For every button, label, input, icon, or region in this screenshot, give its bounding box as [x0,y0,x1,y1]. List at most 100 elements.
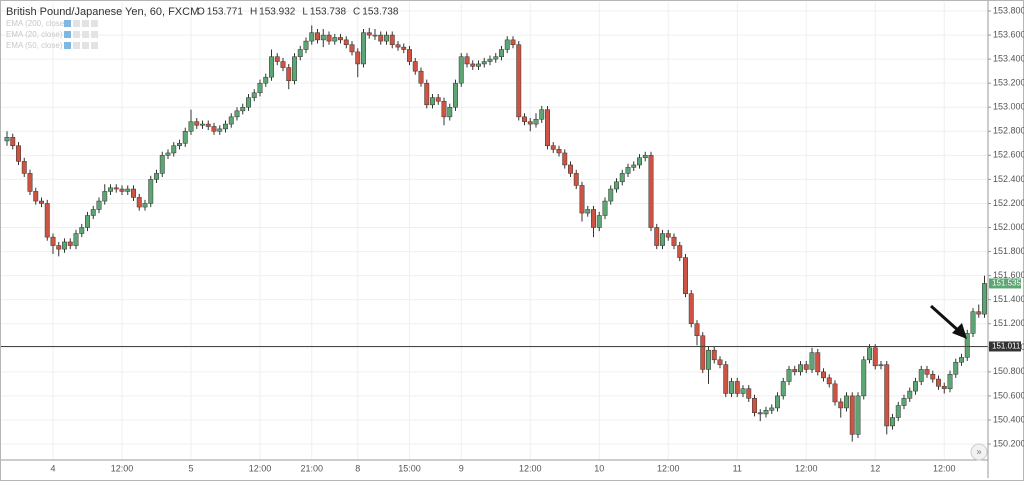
candle-body [723,364,729,394]
header-ohlc: O 153.771 H 153.932 L 153.738 C 153.738 [197,7,399,18]
candle-body [821,371,826,379]
candle-body [867,347,872,361]
candle-body [683,257,688,294]
candle-body [918,369,924,382]
candle-body [901,398,907,406]
candle-body [453,82,458,108]
candle-body [746,388,752,399]
price-line-tag [989,341,1021,352]
candle-body [619,173,625,183]
candle-body [959,357,964,363]
candle-body [401,46,407,50]
candle-body [217,128,223,132]
candle-body [631,164,637,168]
indicator-label: EMA (200, close) [6,19,67,28]
candle-body [694,323,700,337]
candle-body [366,32,372,36]
scroll-button[interactable]: » [970,443,988,461]
y-tick-label: 153.400 [993,54,1024,64]
candle-body [625,167,631,174]
candle-body [487,58,493,62]
candle-body [159,155,165,174]
y-tick-label: 151.200 [993,318,1024,328]
indicator-icon [73,31,80,38]
candle-body [510,39,516,45]
candle-body [251,92,257,98]
x-tick-label: 12:00 [657,463,680,473]
candle-body [729,381,734,394]
candle-body [240,106,246,112]
candle-body [361,32,366,65]
y-tick-label: 151.800 [993,246,1024,256]
candle-body [389,34,395,45]
candle-body [90,209,96,216]
candle-body [792,369,798,373]
candle-body [522,116,527,122]
x-tick-label: 15:00 [398,463,421,473]
candle-body [292,56,297,82]
y-tick-label: 151.400 [993,294,1024,304]
candle-body [125,188,131,192]
candle-body [757,412,763,415]
candle-body [734,381,740,394]
candle-body [395,44,401,48]
candle-body [786,369,792,382]
candle-body [872,347,878,367]
candle-body [246,97,251,108]
candle-body [211,126,217,132]
candle-body [182,131,188,144]
ohlc-label: O [197,7,205,18]
y-tick-label: 152.800 [993,126,1024,136]
candle-body [148,179,154,204]
candle-body [56,245,62,250]
candle-body [493,56,499,60]
candle-body [274,56,280,62]
candle-body [838,401,844,409]
candle-body [700,335,706,370]
candle-body [717,359,723,365]
chart-title: British Pound/Japanese Yen, 60, FXCM [6,6,199,18]
candle-body [384,34,389,42]
candle-body [108,187,113,192]
candle-body [844,395,849,409]
candle-body [890,417,895,427]
indicator-icon [64,42,71,49]
candle-body [982,283,987,315]
candle-body [263,76,269,84]
ohlc-label: L [302,7,308,18]
candle-body [44,203,50,238]
candle-body [849,395,855,435]
ohlc-value: 153.932 [259,7,296,18]
last-price-tag [989,278,1021,289]
candle-body [136,197,142,208]
y-tick-label: 153.000 [993,102,1024,112]
x-tick-label: 12:00 [795,463,818,473]
y-tick-label: 152.000 [993,222,1024,232]
indicator-label: EMA (50, close) [6,41,63,50]
x-tick-label: 9 [459,463,464,473]
candle-body [596,215,602,228]
candle-body [73,233,79,246]
indicators: EMA (200, close) EMA (20, close) EMA (50, … [6,19,98,50]
candle-body [660,233,665,246]
indicator-icon [82,42,89,49]
candle-body [711,349,717,361]
candle-body [970,311,976,334]
candle-body [608,188,614,202]
candle-body [21,161,27,174]
candle-body [188,121,194,132]
candle-body [579,185,585,214]
candle-body [418,70,424,84]
grid [1,2,988,460]
candle-body [131,188,136,198]
candle-body [913,381,918,392]
candle-body [562,152,568,166]
candle-body [803,364,809,370]
candle-body [85,215,90,228]
candle-body [895,405,901,418]
candle-body [476,63,481,67]
candle-body [200,123,205,126]
candle-body [430,97,435,106]
candle-body [378,34,384,42]
